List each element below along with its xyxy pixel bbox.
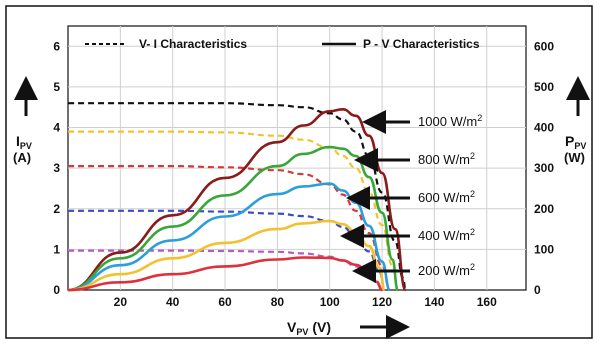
legend-iv-label: V- I Characteristics: [139, 37, 247, 51]
x-label-unit: (V): [312, 319, 331, 335]
irradiance-label-3: 400 W/m2: [418, 227, 475, 243]
y-right-label: PPV: [565, 133, 586, 151]
y-right-tick-label: 400: [534, 121, 554, 135]
irradiance-label-sup-3: 2: [470, 227, 475, 237]
irradiance-label-1: 800 W/m2: [418, 151, 475, 167]
y-right-axis-label: PPV (W): [564, 76, 590, 165]
x-tick-label: 160: [477, 295, 497, 309]
grid-lines: [68, 26, 526, 290]
x-tick-label: 60: [218, 295, 232, 309]
y-right-label-main: P: [565, 133, 574, 149]
irradiance-label-main-0: 1000 W/m: [418, 114, 477, 129]
x-axis-label: VPV (V): [287, 315, 410, 339]
y-right-tick-label: 100: [534, 242, 554, 256]
y-right-tick-label: 300: [534, 161, 554, 175]
y-left-tick-label: 2: [53, 202, 60, 216]
irradiance-label-main-2: 600 W/m: [418, 190, 470, 205]
x-tick-label: 20: [114, 295, 128, 309]
y-left-tick-label: 0: [53, 283, 60, 297]
irradiance-label-main-1: 800 W/m: [418, 152, 470, 167]
y-right-unit: (W): [564, 150, 585, 165]
irradiance-label-sup-2: 2: [470, 189, 475, 199]
y-left-label-sub: PV: [20, 141, 32, 151]
y-left-tick-label: 1: [53, 242, 60, 256]
irradiance-label-sup-1: 2: [470, 151, 475, 161]
pv-curve-3: [67, 219, 386, 292]
pv-curve-1: [67, 145, 400, 292]
x-tick-label: 100: [320, 295, 340, 309]
y-left-tick-label: 4: [53, 121, 60, 135]
irradiance-label-4: 200 W/m2: [418, 262, 475, 278]
x-tick-label: 120: [372, 295, 392, 309]
y-right-tick-label: 500: [534, 80, 554, 94]
y-left-tick-label: 6: [53, 39, 60, 53]
irradiance-label-sup-0: 2: [477, 113, 482, 123]
y-left-tick-label: 3: [53, 161, 60, 175]
y-right-label-sub: PV: [574, 141, 586, 151]
iv-curve-1: [68, 130, 399, 292]
pv-curve-0: [67, 107, 407, 292]
irradiance-label-sup-4: 2: [470, 262, 475, 272]
irradiance-label-main-3: 400 W/m: [418, 228, 470, 243]
y-right-tick-label: 200: [534, 202, 554, 216]
irradiance-label-2: 600 W/m2: [418, 189, 475, 205]
y-left-label: IPV: [16, 133, 32, 151]
x-label-main: V: [287, 319, 297, 335]
x-label: VPV (V): [287, 319, 331, 337]
y-left-label-main: I: [16, 133, 20, 149]
y-left-unit: (A): [13, 150, 31, 165]
x-tick-label: 80: [271, 295, 285, 309]
x-tick-label: 140: [424, 295, 444, 309]
irradiance-label-main-4: 200 W/m: [418, 263, 470, 278]
x-tick-label: 40: [166, 295, 180, 309]
y-left-axis-label: IPV (A): [13, 76, 38, 165]
y-right-tick-label: 0: [534, 283, 541, 297]
iv-curve-0: [67, 102, 407, 292]
x-label-sub: PV: [296, 327, 308, 337]
pv-curve-2: [67, 182, 392, 292]
legend-pv-label: P - V Characteristics: [363, 37, 480, 51]
y-right-tick-label: 600: [534, 39, 554, 53]
legend: V- I Characteristics P - V Characteristi…: [85, 37, 480, 51]
y-left-tick-label: 5: [53, 80, 60, 94]
irradiance-label-0: 1000 W/m2: [418, 113, 482, 129]
